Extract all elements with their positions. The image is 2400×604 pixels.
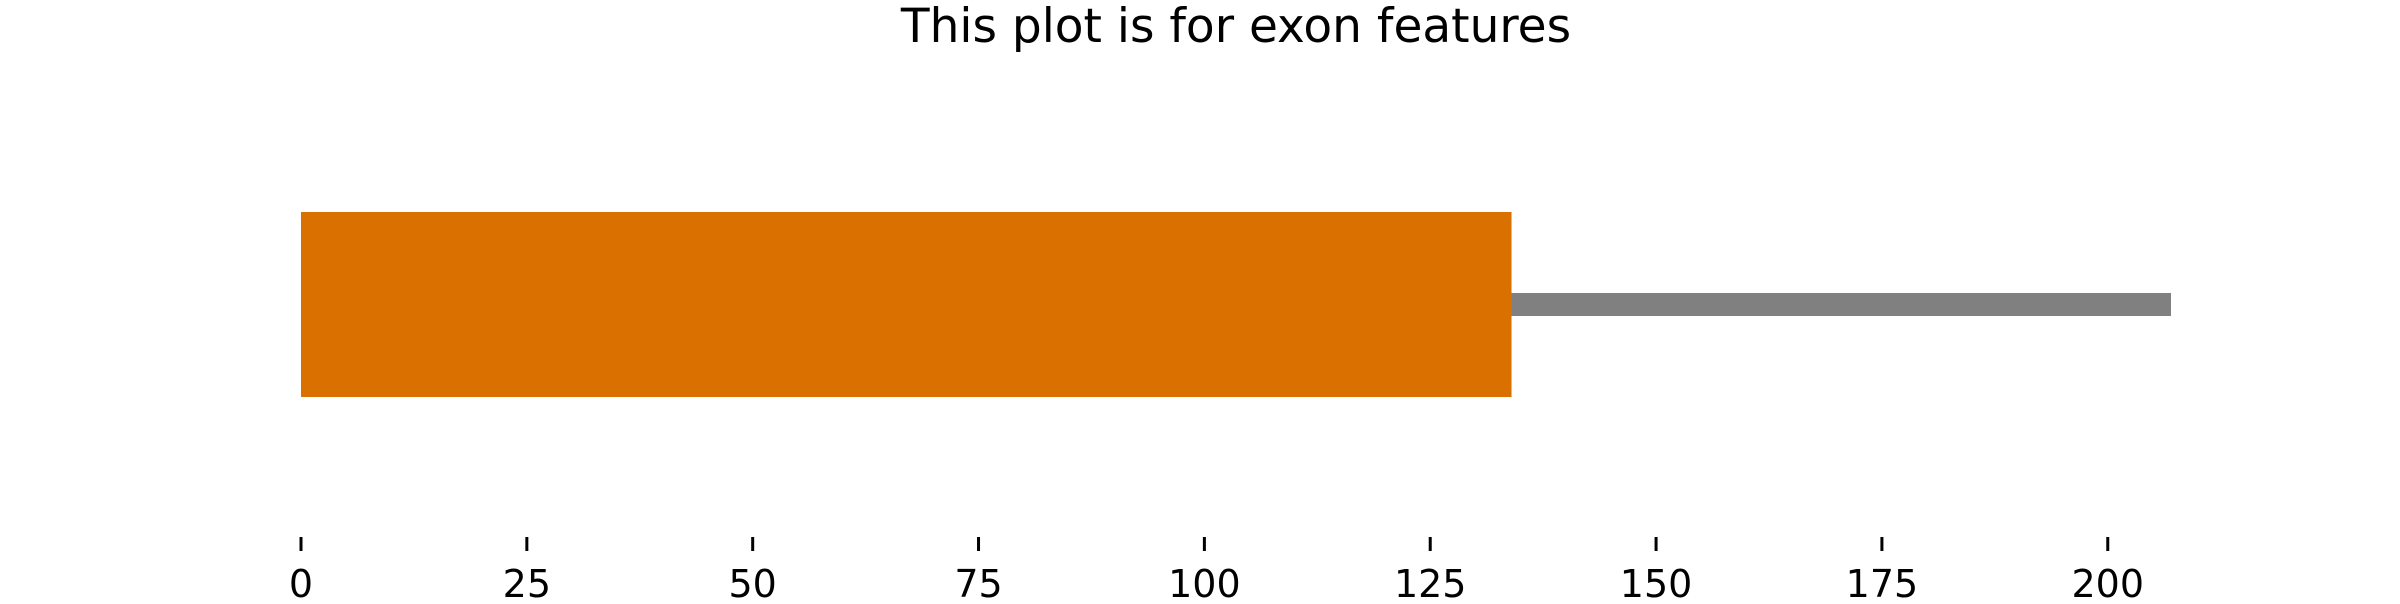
x-tick-label-100: 100 [1168, 562, 1241, 600]
chart-title: This plot is for exon features [900, 0, 1571, 54]
feature-bar-1 [301, 212, 1512, 397]
x-tick-label-150: 150 [1620, 562, 1693, 600]
baseline-bar [1511, 293, 2171, 316]
x-tick-label-175: 175 [1846, 562, 1919, 600]
x-tick-label-25: 25 [503, 562, 551, 600]
x-tick-label-50: 50 [729, 562, 777, 600]
x-axis: 0 25 50 75 100 125 150 175 200 [289, 537, 2144, 604]
x-tick-label-75: 75 [954, 562, 1002, 600]
x-tick-label-0: 0 [289, 562, 313, 600]
bars-layer [301, 212, 2171, 397]
x-tick-label-200: 200 [2071, 562, 2144, 600]
x-tick-label-125: 125 [1394, 562, 1467, 600]
